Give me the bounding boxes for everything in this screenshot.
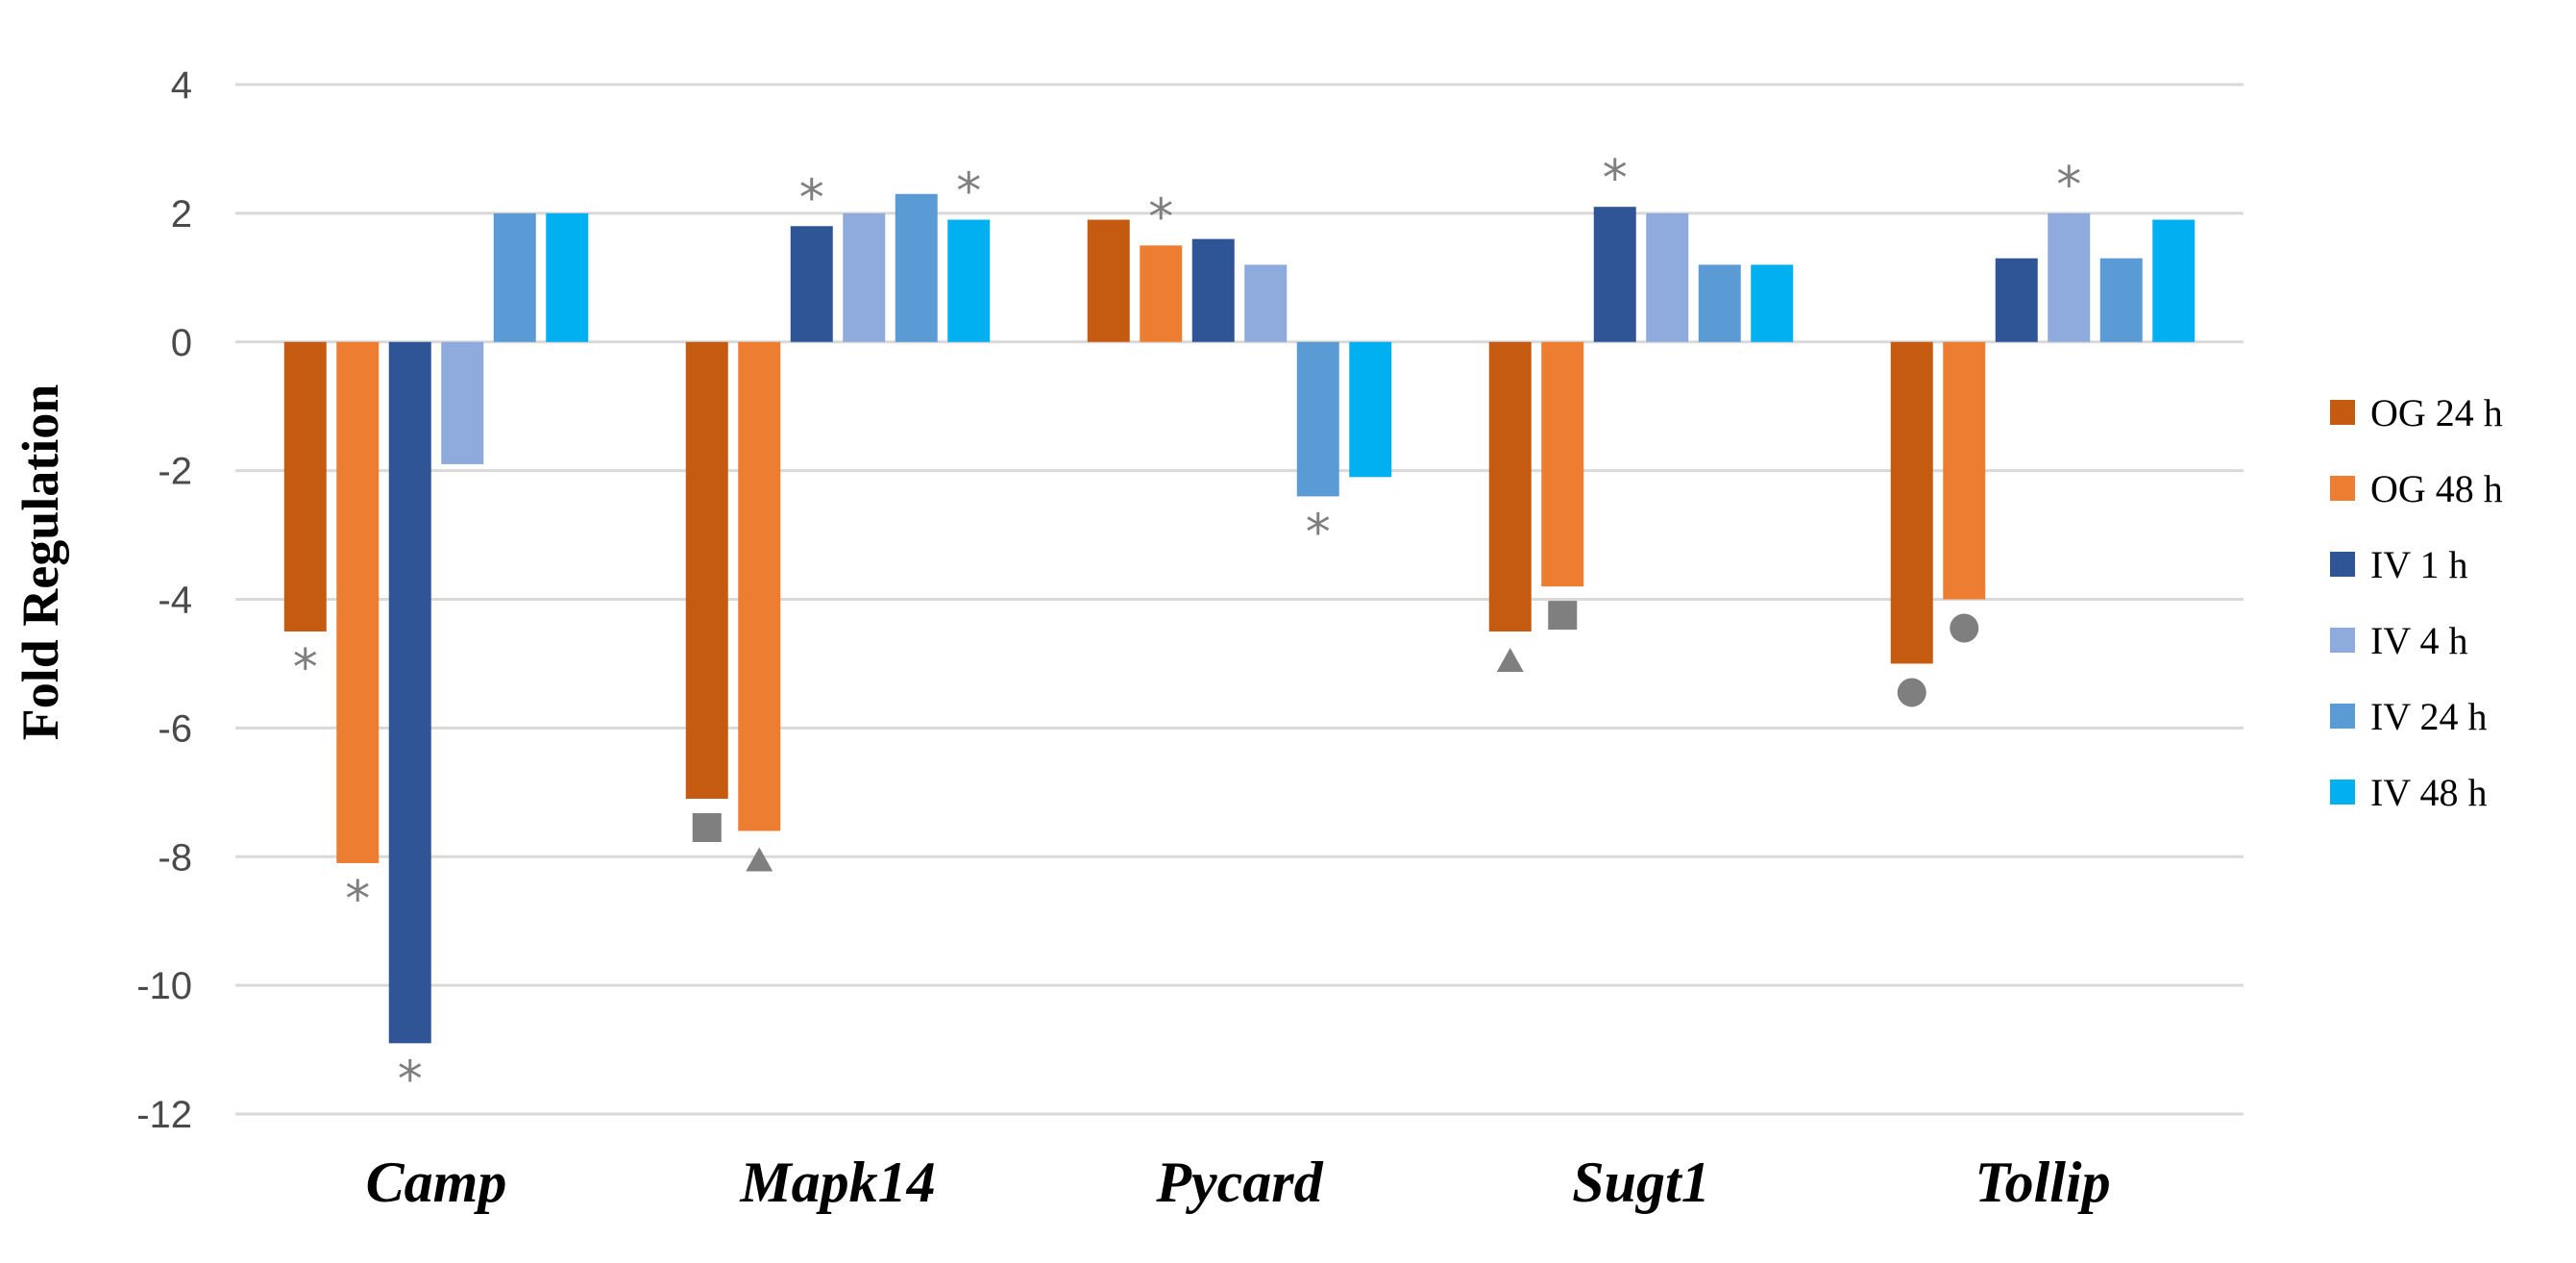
bar-mapk14-iv-4-h	[843, 212, 886, 342]
bar-pycard-og-48-h	[1140, 245, 1183, 342]
y-tick-label: -4	[158, 580, 192, 622]
bar-sugt1-iv-24-h	[1698, 264, 1741, 342]
bar-pycard-iv-1-h	[1191, 238, 1235, 342]
y-axis-title: Fold Regulation	[12, 384, 69, 741]
bar-mapk14-iv-24-h	[895, 193, 938, 342]
legend-label-iv-4-h: IV 4 h	[2370, 619, 2467, 662]
marker-asterisk-camp-og-48-h: *	[345, 871, 370, 929]
x-category-label: Pycard	[1155, 1151, 1323, 1214]
legend-swatch-iv-24-h	[2330, 704, 2355, 729]
legend-swatch-og-24-h	[2330, 400, 2355, 425]
bar-sugt1-og-48-h	[1541, 341, 1584, 587]
bar-mapk14-iv-48-h	[947, 219, 991, 342]
marker-asterisk-pycard-iv-24-h: *	[1306, 504, 1331, 561]
legend-label-og-48-h: OG 48 h	[2370, 467, 2503, 510]
x-category-label: Tollip	[1975, 1151, 2110, 1214]
y-tick-label: -8	[158, 836, 192, 879]
marker-asterisk-pycard-og-48-h: *	[1148, 188, 1173, 246]
x-category-label: Camp	[366, 1151, 507, 1214]
bar-pycard-og-24-h	[1087, 219, 1130, 342]
legend-swatch-iv-1-h	[2330, 552, 2355, 577]
bar-camp-iv-48-h	[546, 212, 589, 342]
marker-asterisk-camp-og-24-h: *	[293, 639, 318, 697]
bar-pycard-iv-48-h	[1349, 341, 1392, 478]
legend-label-og-24-h: OG 24 h	[2370, 391, 2503, 434]
gridlines	[235, 83, 2244, 1116]
y-tick-label: 4	[171, 64, 192, 107]
bar-tollip-iv-1-h	[1995, 258, 2038, 342]
legend-label-iv-48-h: IV 48 h	[2370, 771, 2487, 814]
bar-camp-og-24-h	[283, 341, 327, 632]
y-tick-label: -2	[158, 451, 192, 493]
bar-tollip-og-24-h	[1890, 341, 1933, 664]
y-tick-label: 2	[171, 193, 192, 235]
x-axis-categories: Camp Mapk14 Pycard Sugt1 Tollip	[366, 1151, 2111, 1214]
bar-mapk14-og-24-h	[685, 341, 728, 800]
marker-asterisk-tollip-iv-4-h: *	[2056, 157, 2081, 214]
bar-tollip-iv-24-h	[2099, 258, 2143, 342]
legend-swatch-iv-4-h	[2330, 628, 2355, 653]
y-tick-label: -6	[158, 707, 192, 750]
bar-tollip-og-48-h	[1943, 341, 1986, 600]
bar-mapk14-iv-1-h	[790, 226, 833, 342]
marker-square-sugt1-og-48-h	[1548, 601, 1578, 631]
bar-sugt1-iv-4-h	[1646, 212, 1689, 342]
marker-square-mapk14-og-24-h	[692, 813, 722, 843]
marker-circle-tollip-og-48-h	[1950, 613, 1979, 643]
bar-camp-og-48-h	[336, 341, 380, 863]
y-tick-label: 0	[171, 322, 192, 364]
bars	[283, 193, 2196, 1044]
significance-markers: * * * * * * * * *	[293, 150, 2082, 1108]
bar-sugt1-iv-1-h	[1593, 207, 1636, 342]
bar-tollip-iv-48-h	[2152, 219, 2196, 342]
y-tick-label: -10	[136, 965, 192, 1007]
bar-sugt1-og-24-h	[1488, 341, 1532, 632]
x-category-label: Sugt1	[1572, 1151, 1709, 1214]
legend: OG 24 h OG 48 h IV 1 h IV 4 h IV 24 h IV 48 h	[2330, 391, 2503, 814]
bar-mapk14-og-48-h	[738, 341, 781, 831]
y-axis-ticks: 4 2 0 -2 -4 -6 -8 -10 -12	[136, 64, 192, 1136]
marker-circle-tollip-og-24-h	[1897, 678, 1926, 707]
bar-pycard-iv-4-h	[1244, 264, 1288, 342]
marker-triangle-sugt1-og-24-h	[1496, 647, 1524, 672]
marker-asterisk-mapk14-iv-48-h: *	[956, 163, 981, 221]
bar-tollip-iv-4-h	[2048, 212, 2091, 342]
legend-label-iv-1-h: IV 1 h	[2370, 543, 2467, 586]
marker-asterisk-sugt1-iv-1-h: *	[1603, 150, 1628, 208]
marker-asterisk-mapk14-iv-1-h: *	[799, 169, 824, 227]
marker-asterisk-camp-iv-1-h: *	[398, 1051, 423, 1108]
x-category-label: Mapk14	[739, 1151, 935, 1214]
marker-triangle-mapk14-og-48-h	[746, 847, 773, 872]
bar-camp-iv-4-h	[441, 341, 484, 464]
legend-swatch-og-48-h	[2330, 476, 2355, 501]
bar-sugt1-iv-48-h	[1751, 264, 1794, 342]
bar-pycard-iv-24-h	[1296, 341, 1339, 497]
bar-camp-iv-1-h	[388, 341, 431, 1044]
bar-camp-iv-24-h	[493, 212, 536, 342]
legend-label-iv-24-h: IV 24 h	[2370, 695, 2487, 738]
legend-swatch-iv-48-h	[2330, 780, 2355, 805]
y-tick-label: -12	[136, 1094, 192, 1136]
